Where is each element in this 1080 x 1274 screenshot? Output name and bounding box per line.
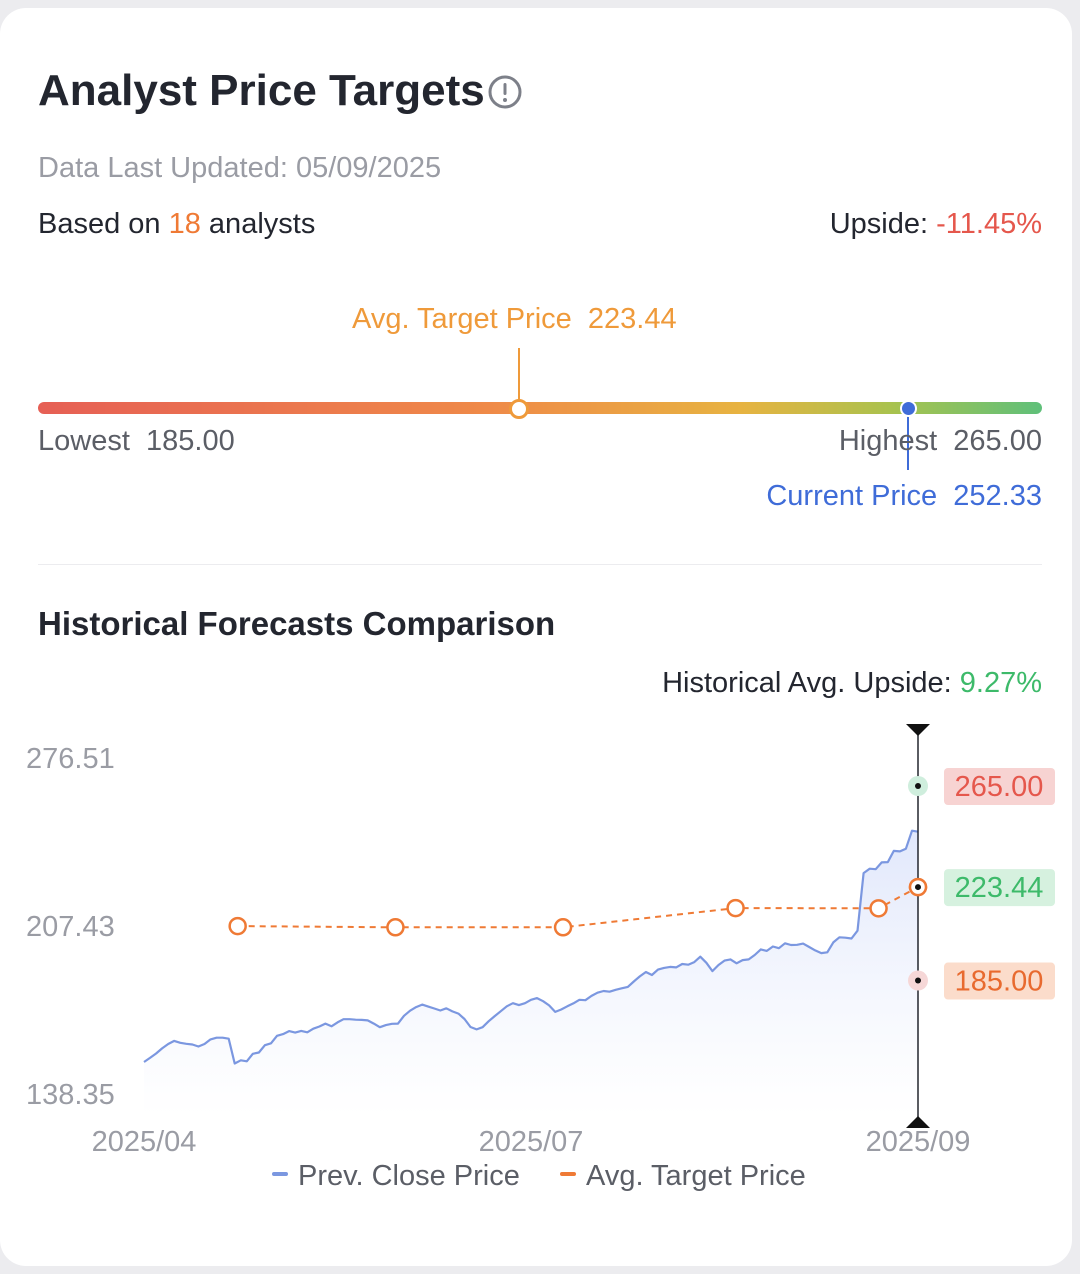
avg-target-stem [518, 348, 520, 402]
legend-target-item[interactable]: Avg. Target Price [560, 1160, 806, 1192]
based-prefix: Based on [38, 208, 169, 240]
x-tick-label: 2025/09 [866, 1126, 971, 1158]
lowest-value: 185.00 [146, 425, 235, 457]
current-price-label: Current Price [766, 480, 938, 512]
historical-upside-value: 9.27% [959, 667, 1042, 699]
legend-close-label: Prev. Close Price [298, 1160, 520, 1192]
historical-chart[interactable]: 276.51 207.43 138.35 2025/04 2025/07 2025/09… [0, 0, 1080, 1200]
analyst-count: 18 [168, 208, 201, 240]
price-range-bar [38, 402, 1042, 414]
y-tick-label: 207.43 [26, 911, 115, 943]
analyst-count-text: Based on 18 analysts [38, 208, 315, 241]
data-updated-text: Data Last Updated: 05/09/2025 [38, 152, 442, 184]
info-icon[interactable] [488, 75, 522, 109]
lowest-target: Lowest 185.00 [38, 425, 235, 458]
average-cursor-dot [915, 884, 921, 891]
upside-text: Upside: -11.45% [830, 208, 1042, 241]
historical-title: Historical Forecasts Comparison [38, 605, 556, 642]
target-point [726, 898, 745, 918]
target-point [553, 918, 573, 937]
lowest-cursor-dot [915, 977, 921, 984]
y-tick-label: 276.51 [26, 743, 115, 775]
target-price-series [228, 877, 928, 937]
current-price-stem [907, 414, 909, 470]
page-title: Analyst Price Targets [38, 66, 485, 115]
chart-legend: Prev. Close Price Avg. Target Price [272, 1160, 806, 1193]
y-axis: 276.51 207.43 138.35 [26, 743, 115, 1111]
y-tick-label: 138.35 [26, 1079, 115, 1111]
lowest-value-label: 185.00 [955, 966, 1044, 998]
current-price-value: 252.33 [953, 480, 1042, 512]
chart-cursor[interactable] [906, 724, 930, 1128]
highest-label: Highest [838, 425, 938, 457]
legend-close-swatch [272, 1172, 288, 1177]
target-price-line [237, 886, 919, 929]
current-price-marker[interactable] [900, 400, 917, 417]
upside-value: -11.45% [936, 208, 1042, 240]
based-suffix: analysts [200, 208, 316, 240]
avg-target-value: 223.44 [587, 303, 677, 335]
average-value-badge [944, 869, 1055, 907]
target-point [228, 916, 247, 936]
cursor-top-triangle [906, 724, 930, 736]
lowest-label: Lowest [38, 425, 130, 457]
section-divider [38, 564, 1042, 565]
target-point [386, 918, 405, 937]
target-point [869, 899, 888, 918]
legend-close-item[interactable]: Prev. Close Price [272, 1160, 520, 1192]
close-price-line [143, 829, 919, 1065]
x-tick-label: 2025/07 [479, 1126, 584, 1158]
x-tick-label: 2025/04 [92, 1126, 197, 1158]
highest-target: Highest 265.00 [839, 425, 1042, 458]
historical-upside: Historical Avg. Upside: 9.27% [662, 667, 1042, 700]
highest-value: 265.00 [953, 425, 1042, 457]
x-axis: 2025/04 2025/07 2025/09 [92, 1126, 971, 1158]
value-markers: 265.00 223.44 185.00 [908, 767, 1055, 1000]
current-price: Current Price 252.33 [766, 480, 1042, 513]
avg-target-marker[interactable] [509, 399, 529, 419]
historical-upside-label: Historical Avg. Upside: [662, 667, 960, 699]
highest-value-badge [944, 767, 1055, 805]
lowest-value-badge [944, 962, 1055, 1000]
avg-target-label-text: Avg. Target Price [352, 303, 572, 335]
close-price-area [144, 830, 918, 1116]
legend-target-label: Avg. Target Price [586, 1160, 806, 1192]
highest-cursor-dot [915, 782, 921, 789]
legend-target-swatch [560, 1172, 576, 1177]
upside-label: Upside: [829, 208, 937, 240]
cursor-bottom-triangle [906, 1116, 930, 1128]
average-value-label: 223.44 [955, 872, 1044, 904]
avg-target-label: Avg. Target Price 223.44 [352, 303, 677, 336]
highest-value-label: 265.00 [955, 771, 1044, 803]
